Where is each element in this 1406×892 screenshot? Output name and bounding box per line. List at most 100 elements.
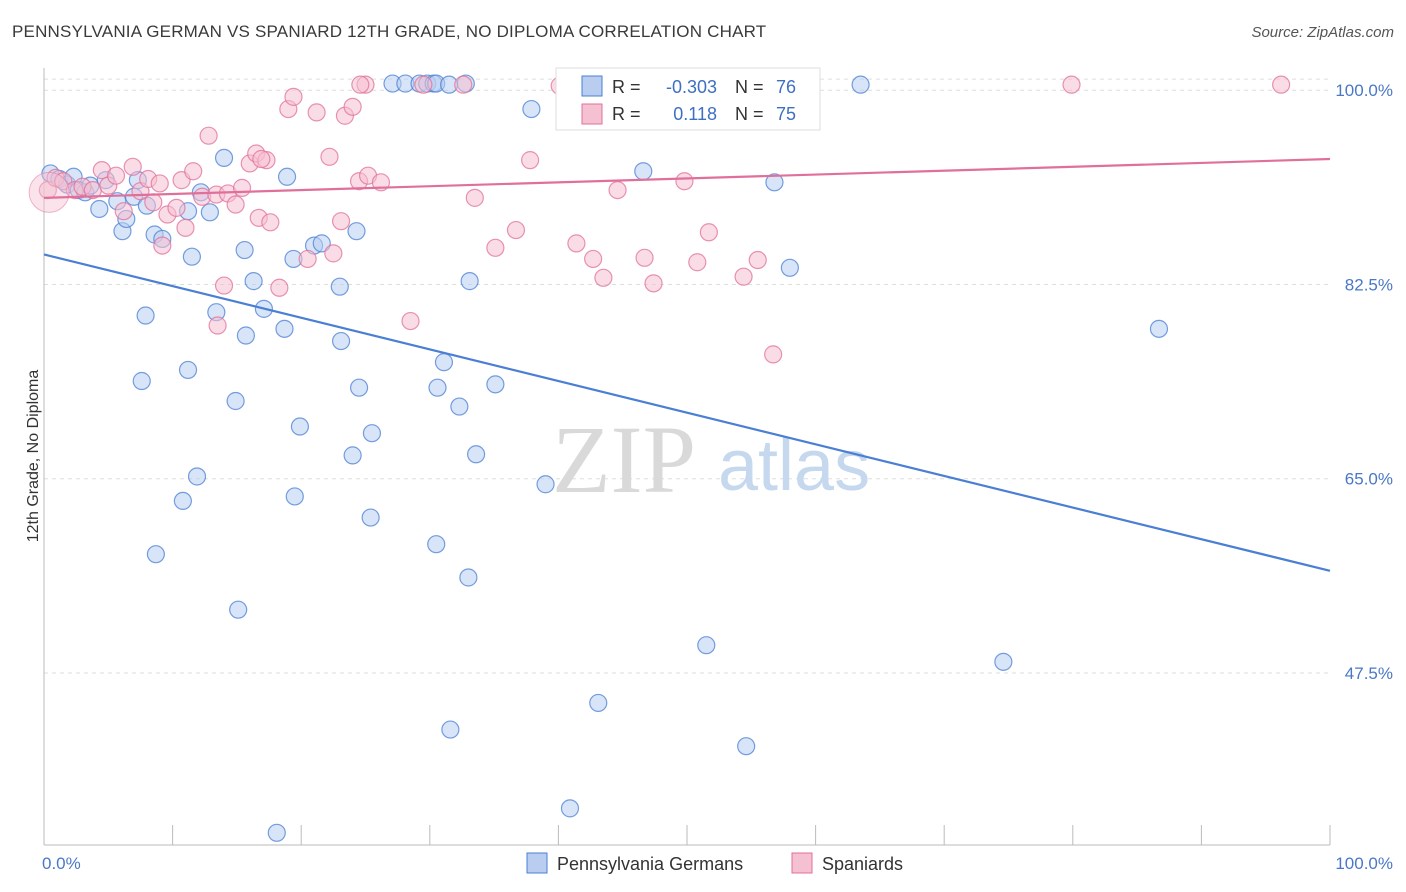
scatter-point bbox=[298, 249, 317, 269]
scatter-point bbox=[330, 277, 349, 296]
source-label: Source: ZipAtlas.com bbox=[1251, 24, 1394, 41]
scatter-point bbox=[320, 147, 339, 166]
scatter-point bbox=[347, 222, 366, 241]
scatter-point bbox=[331, 331, 351, 351]
scatter-point bbox=[144, 193, 163, 212]
scatter-point bbox=[634, 162, 653, 181]
scatter-point bbox=[178, 360, 198, 380]
scatter-point bbox=[465, 188, 484, 207]
scatter-point bbox=[434, 353, 454, 372]
scatter-point bbox=[780, 258, 799, 277]
scatter-point bbox=[187, 467, 207, 486]
legend-label-pennsylvania-germans: Pennsylvania Germans bbox=[557, 854, 743, 874]
scatter-point bbox=[331, 212, 351, 231]
x-tick-label-max: 100.0% bbox=[1335, 854, 1393, 873]
scatter-point bbox=[270, 278, 289, 297]
scatter-point bbox=[235, 240, 254, 260]
scatter-point bbox=[232, 178, 252, 197]
scatter-point bbox=[401, 311, 420, 331]
scatter-point bbox=[486, 238, 505, 257]
scatter-point bbox=[214, 148, 234, 168]
stats-legend: R = -0.303 N = 76 R = 0.118 N = 75 bbox=[555, 67, 821, 131]
scatter-point bbox=[560, 799, 580, 818]
trend-line bbox=[43, 157, 1331, 199]
scatter-point bbox=[324, 244, 343, 263]
scatter-point bbox=[229, 600, 248, 619]
legend-swatch-pennsylvania-germans bbox=[526, 852, 548, 874]
stats-r-label-pink: R = bbox=[612, 104, 641, 124]
y-tick-labels: 47.5% 65.0% 82.5% 100.0% bbox=[1335, 81, 1393, 683]
scatter-point bbox=[267, 823, 286, 842]
bottom-legend: Pennsylvania Germans Spaniards bbox=[526, 852, 903, 874]
scatter-point bbox=[226, 391, 245, 411]
scatter-point bbox=[132, 371, 151, 391]
scatter-point bbox=[307, 103, 326, 122]
scatter-point bbox=[284, 87, 303, 106]
y-tick-label: 65.0% bbox=[1345, 470, 1393, 489]
scatter-point bbox=[688, 253, 707, 272]
y-axis-label: 12th Grade, No Diploma bbox=[25, 370, 42, 543]
scatter-point bbox=[1062, 75, 1081, 94]
scatter-point bbox=[428, 378, 447, 397]
scatter-point bbox=[106, 166, 126, 185]
scatter-point bbox=[594, 268, 613, 287]
stats-r-value-pink: 0.118 bbox=[673, 104, 717, 124]
stats-r-value-blue: -0.303 bbox=[666, 77, 717, 97]
scatter-point bbox=[427, 535, 446, 554]
scatter-point bbox=[290, 417, 310, 436]
scatter-point bbox=[521, 151, 540, 170]
scatter-point bbox=[167, 198, 186, 217]
scatter-point bbox=[285, 487, 304, 506]
scatter-point bbox=[252, 149, 271, 169]
scatter-point bbox=[644, 274, 663, 293]
scatter-point bbox=[414, 75, 433, 94]
stats-n-value-pink: 75 bbox=[776, 104, 796, 124]
scatter-point bbox=[567, 234, 586, 253]
scatter-point bbox=[343, 446, 362, 465]
scatter-point bbox=[312, 234, 331, 253]
scatter-point bbox=[182, 247, 201, 266]
scatter-point bbox=[765, 173, 784, 192]
scatter-point bbox=[506, 220, 526, 240]
scatter-point bbox=[450, 397, 469, 416]
scatter-point bbox=[737, 737, 756, 756]
scatter-point bbox=[244, 272, 263, 291]
scatter-point bbox=[361, 508, 380, 527]
watermark-zip: ZIP bbox=[552, 406, 696, 513]
scatter-point bbox=[697, 636, 716, 655]
scatter-point bbox=[150, 174, 169, 193]
y-tick-label: 100.0% bbox=[1335, 81, 1393, 100]
scatter-point bbox=[208, 316, 227, 335]
stats-swatch-pink bbox=[581, 103, 603, 125]
scatter-point bbox=[699, 223, 718, 242]
scatter-point bbox=[349, 378, 369, 397]
scatter-point bbox=[277, 167, 297, 186]
scatter-point bbox=[522, 99, 541, 119]
stats-swatch-blue bbox=[581, 75, 603, 97]
scatter-point-large bbox=[28, 171, 70, 213]
scatter-point bbox=[466, 445, 486, 464]
stats-n-label-pink: N = bbox=[735, 104, 764, 124]
scatter-point bbox=[90, 199, 109, 219]
y-tick-label: 82.5% bbox=[1345, 275, 1393, 294]
scatter-point bbox=[764, 345, 783, 364]
scatter-point bbox=[1272, 75, 1291, 94]
scatter-point bbox=[536, 475, 555, 494]
legend-label-spaniards: Spaniards bbox=[822, 854, 903, 874]
scatter-point bbox=[486, 375, 505, 394]
scatter-point bbox=[441, 720, 460, 739]
scatter-point bbox=[214, 276, 234, 295]
stats-r-label-blue: R = bbox=[612, 77, 641, 97]
scatter-point bbox=[589, 693, 608, 713]
scatter-point bbox=[153, 236, 172, 255]
scatter-point bbox=[146, 545, 165, 564]
scatter-point bbox=[199, 126, 218, 145]
scatter-point bbox=[459, 568, 478, 587]
scatter-point bbox=[748, 250, 767, 270]
scatter-point bbox=[851, 75, 870, 94]
scatter-point bbox=[173, 491, 192, 510]
scatter-point bbox=[176, 218, 195, 237]
trend-lines bbox=[43, 157, 1331, 572]
scatter-point bbox=[184, 162, 203, 181]
scatter-point bbox=[584, 249, 603, 269]
